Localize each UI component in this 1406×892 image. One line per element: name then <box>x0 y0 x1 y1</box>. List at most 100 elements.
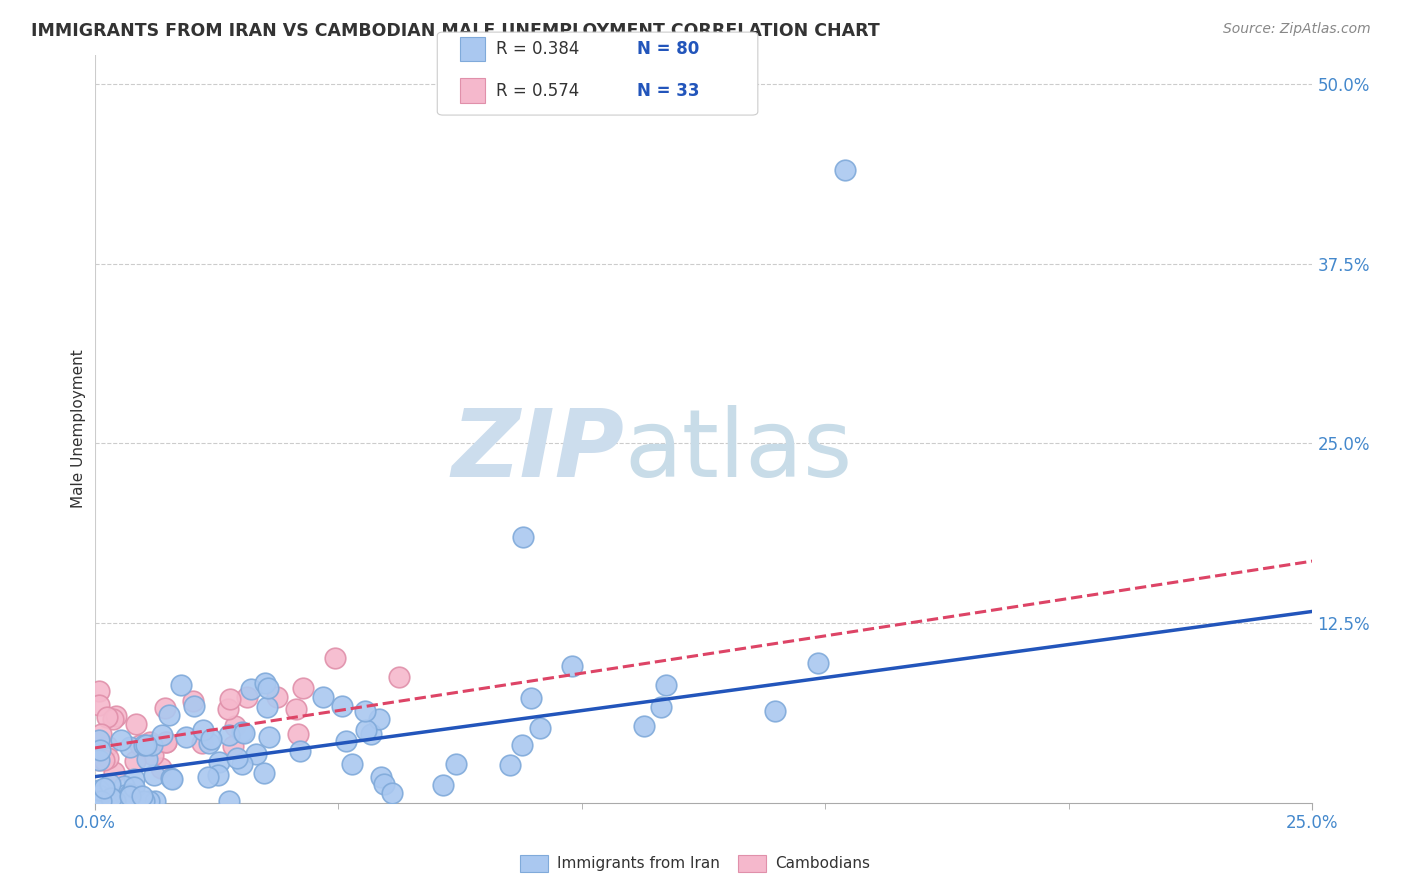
Point <box>141 739 163 753</box>
Point <box>97 750 120 764</box>
Point <box>93 753 115 767</box>
Point <box>335 734 357 748</box>
Point <box>122 780 145 795</box>
Point <box>89 698 111 712</box>
Point <box>96 709 118 723</box>
Point <box>143 794 166 808</box>
Point <box>226 751 249 765</box>
Point <box>89 783 111 797</box>
Point <box>373 777 395 791</box>
Point <box>150 762 173 776</box>
Point <box>132 794 155 808</box>
Point <box>153 701 176 715</box>
Point <box>650 699 672 714</box>
Point <box>353 704 375 718</box>
Y-axis label: Male Unemployment: Male Unemployment <box>72 350 86 508</box>
Point <box>89 753 111 767</box>
Point <box>198 736 221 750</box>
Point <box>131 789 153 803</box>
Point <box>380 786 402 800</box>
Point <box>110 732 132 747</box>
Point <box>90 727 112 741</box>
Text: R = 0.574: R = 0.574 <box>496 82 579 100</box>
Point <box>763 704 786 718</box>
Point <box>432 778 454 792</box>
Point <box>134 739 156 753</box>
Point <box>231 757 253 772</box>
Point <box>104 794 127 808</box>
Text: Source: ZipAtlas.com: Source: ZipAtlas.com <box>1223 22 1371 37</box>
Point <box>834 163 856 178</box>
Point <box>100 791 122 805</box>
Text: Cambodians: Cambodians <box>775 856 870 871</box>
Point <box>114 788 136 802</box>
Point <box>368 712 391 726</box>
Point <box>89 788 111 802</box>
Point <box>444 757 467 772</box>
Point <box>292 681 315 695</box>
Point <box>155 735 177 749</box>
Point <box>224 719 246 733</box>
Point <box>219 692 242 706</box>
Point <box>239 682 262 697</box>
Point <box>208 755 231 769</box>
Point <box>561 658 583 673</box>
Text: R = 0.384: R = 0.384 <box>496 40 579 58</box>
Text: IMMIGRANTS FROM IRAN VS CAMBODIAN MALE UNEMPLOYMENT CORRELATION CHART: IMMIGRANTS FROM IRAN VS CAMBODIAN MALE U… <box>31 22 880 40</box>
Text: Immigrants from Iran: Immigrants from Iran <box>557 856 720 871</box>
Point <box>288 744 311 758</box>
Point <box>217 702 239 716</box>
Point <box>512 530 534 544</box>
Point <box>520 690 543 705</box>
Point <box>388 670 411 684</box>
Text: ZIP: ZIP <box>451 405 624 498</box>
Point <box>253 676 276 690</box>
Point <box>96 739 118 753</box>
Point <box>330 698 353 713</box>
Point <box>143 768 166 782</box>
Point <box>122 772 145 786</box>
Point <box>150 728 173 742</box>
Point <box>142 747 165 762</box>
Point <box>160 772 183 786</box>
Point <box>236 690 259 705</box>
Point <box>218 728 240 742</box>
Point <box>90 794 112 808</box>
Text: N = 33: N = 33 <box>637 82 699 100</box>
Point <box>89 753 111 767</box>
Point <box>252 765 274 780</box>
Point <box>181 694 204 708</box>
Point <box>138 735 160 749</box>
Point <box>97 794 120 808</box>
Point <box>174 730 197 744</box>
Point <box>124 754 146 768</box>
Point <box>93 781 115 796</box>
Point <box>807 656 830 670</box>
Point <box>160 771 183 785</box>
Point <box>257 731 280 745</box>
Point <box>200 731 222 746</box>
Point <box>207 768 229 782</box>
Point <box>101 712 124 726</box>
Point <box>120 789 142 803</box>
Text: atlas: atlas <box>624 405 852 498</box>
Point <box>89 733 111 747</box>
Point <box>104 709 127 723</box>
Point <box>370 770 392 784</box>
Point <box>183 698 205 713</box>
Point <box>118 739 141 754</box>
Point <box>120 788 142 802</box>
Point <box>170 678 193 692</box>
Point <box>285 702 308 716</box>
Point <box>98 776 121 790</box>
Point <box>136 751 159 765</box>
Point <box>138 794 160 808</box>
Point <box>157 707 180 722</box>
Point <box>125 717 148 731</box>
Point <box>197 770 219 784</box>
Point <box>191 736 214 750</box>
Point <box>89 684 111 698</box>
Point <box>128 738 150 752</box>
Point <box>655 678 678 692</box>
Point <box>245 747 267 762</box>
